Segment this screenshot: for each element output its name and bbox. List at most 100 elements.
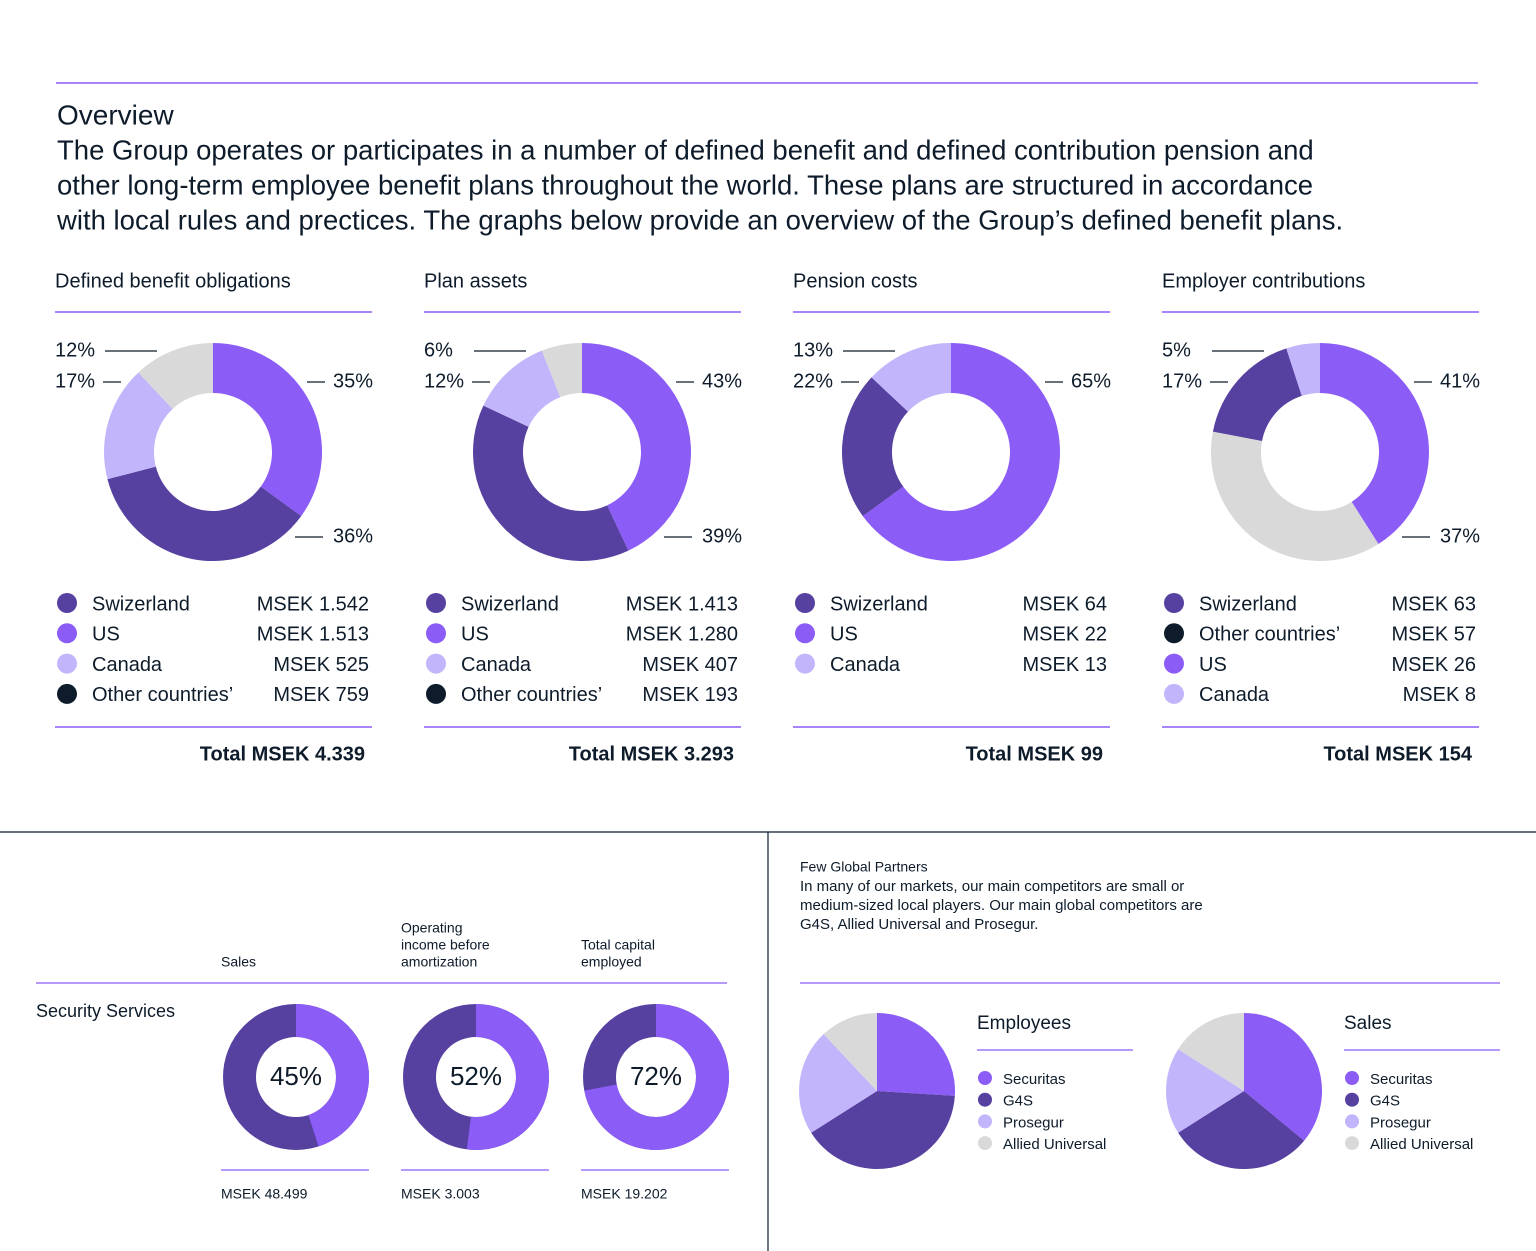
row-label: Security Services (36, 1001, 175, 1021)
chart-title: Defined benefit obligations (55, 270, 291, 292)
legend-dot (978, 1114, 992, 1129)
legend-name: Canada (1199, 684, 1270, 706)
legend-amount: MSEK 8 (1403, 684, 1476, 706)
ring-label: 72% (630, 1061, 682, 1091)
legend-name: Allied Universal (1003, 1136, 1106, 1153)
legend-dot (57, 683, 77, 704)
slice (871, 343, 951, 412)
slice (862, 343, 1061, 561)
legend-name: G4S (1370, 1093, 1400, 1110)
slice-label: 12% (424, 370, 464, 392)
slice (104, 372, 173, 480)
legend-dot (795, 593, 815, 613)
legend-name: US (830, 624, 858, 646)
legend-name: Swizerland (461, 593, 559, 615)
legend-dot (426, 653, 446, 674)
legend-dot (1164, 653, 1184, 674)
legend-dot (426, 623, 446, 644)
partners-line: medium-sized local players. Our main glo… (800, 897, 1203, 914)
legend-amount: MSEK 13 (1023, 654, 1107, 676)
partners-line: In many of our markets, our main competi… (800, 878, 1184, 895)
chart-title: Plan assets (424, 270, 527, 292)
legend-dot (1164, 623, 1184, 644)
legend-dot (57, 593, 77, 613)
ring-value (466, 1003, 550, 1150)
legend-name: Swizerland (1199, 593, 1297, 615)
partners-title: Few Global Partners (800, 859, 928, 875)
legend-dot (1345, 1071, 1359, 1085)
header-title: Overview (57, 99, 174, 130)
slice (811, 1091, 955, 1169)
legend-name: Prosegur (1003, 1114, 1064, 1131)
legend-amount: MSEK 63 (1392, 593, 1476, 615)
legend-name: Swizerland (92, 593, 190, 615)
legend-dot (1164, 683, 1184, 704)
slice-label: 17% (55, 370, 95, 392)
legend-amount: MSEK 1.513 (257, 624, 369, 646)
slice-label: 41% (1440, 370, 1480, 392)
legend-amount: MSEK 1.413 (626, 593, 738, 615)
legend-dot (795, 623, 815, 644)
legend-name: Prosegur (1370, 1114, 1431, 1131)
partners-line: G4S, Allied Universal and Prosegur. (800, 916, 1038, 933)
slice (1212, 348, 1302, 441)
slice-label: 65% (1071, 370, 1111, 392)
amount: MSEK 19.202 (581, 1186, 668, 1202)
ring-value (584, 1004, 729, 1150)
legend-name: G4S (1003, 1093, 1033, 1110)
chart-title: Pension costs (793, 270, 918, 292)
legend-name: Allied Universal (1370, 1136, 1473, 1153)
slice-label: 12% (55, 339, 95, 361)
ring-label: 52% (450, 1061, 502, 1091)
amount: MSEK 3.003 (401, 1186, 480, 1202)
legend-dot (1164, 593, 1184, 613)
slice (823, 1013, 877, 1091)
slice-label: 39% (702, 525, 742, 547)
slice-label: 17% (1162, 370, 1202, 392)
slice (138, 342, 213, 409)
legend-amount: MSEK 26 (1392, 654, 1476, 676)
slice (483, 350, 561, 427)
legend-dot (1345, 1092, 1359, 1107)
legend-amount: MSEK 22 (1023, 624, 1107, 646)
slice (799, 1034, 877, 1133)
legend-amount: MSEK 1.280 (626, 624, 738, 646)
slice (582, 343, 691, 551)
slice-label: 13% (793, 339, 833, 361)
legend-amount: MSEK 193 (642, 684, 738, 706)
total: Total MSEK 4.339 (200, 743, 365, 765)
slice (1320, 343, 1429, 545)
legend-name: US (1199, 654, 1227, 676)
legend-name: Other countries’ (1199, 624, 1340, 646)
legend-name: US (461, 624, 489, 646)
pie-title: Sales (1344, 1013, 1392, 1034)
total: Total MSEK 154 (1323, 743, 1472, 765)
slice (1178, 1013, 1244, 1091)
legend-dot (795, 653, 815, 674)
column-header: income before (401, 937, 490, 953)
intro-line: with local rules and prectices. The grap… (56, 204, 1343, 235)
ring-label: 45% (270, 1061, 322, 1091)
intro-line: other long-term employee benefit plans t… (57, 169, 1313, 200)
slice (473, 405, 629, 561)
legend-dot (978, 1136, 992, 1151)
total: Total MSEK 3.293 (569, 743, 734, 765)
legend-dot (978, 1071, 992, 1085)
legend-name: Swizerland (830, 593, 928, 615)
column-header: Operating (401, 920, 462, 936)
legend-amount: MSEK 1.542 (257, 593, 369, 615)
legend-dot (426, 683, 446, 704)
legend-name: US (92, 624, 120, 646)
legend-name: Canada (461, 654, 532, 676)
column-header: Total capital (581, 937, 655, 953)
legend-dot (978, 1092, 992, 1107)
slice-label: 43% (702, 370, 742, 392)
legend-amount: MSEK 759 (273, 684, 369, 706)
slice (1244, 1013, 1323, 1141)
slice (1210, 431, 1379, 561)
slice (213, 343, 323, 517)
legend-dot (1345, 1114, 1359, 1129)
legend-name: Canada (92, 654, 163, 676)
slice (541, 342, 582, 398)
